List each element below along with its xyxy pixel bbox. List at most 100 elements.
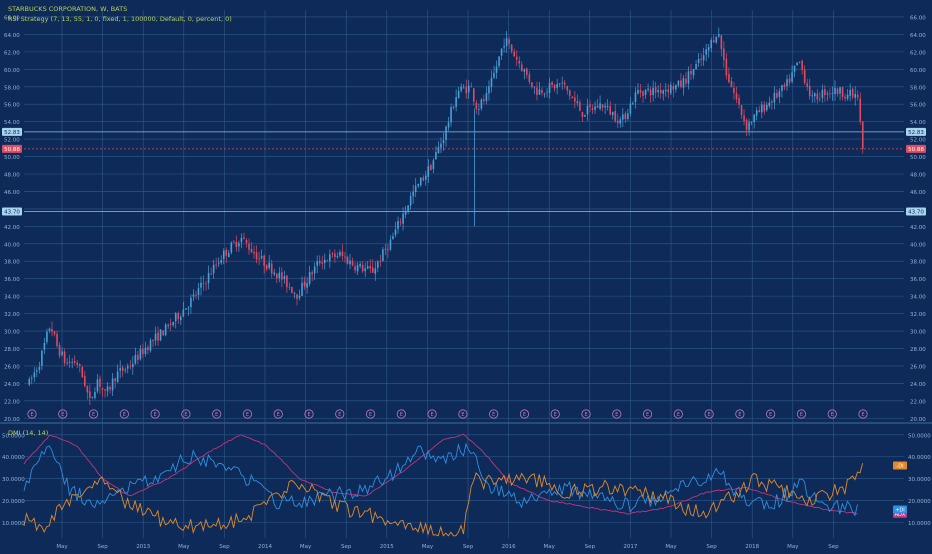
candle-body[interactable] xyxy=(470,86,473,88)
candle-body[interactable] xyxy=(518,60,521,64)
candle-body[interactable] xyxy=(677,80,680,86)
candle-body[interactable] xyxy=(255,252,258,260)
candle-body[interactable] xyxy=(192,294,195,297)
candle-body[interactable] xyxy=(202,282,205,284)
candle-body[interactable] xyxy=(662,90,665,94)
earnings-marker[interactable] xyxy=(858,409,868,419)
candle-body[interactable] xyxy=(73,360,76,363)
candle-body[interactable] xyxy=(435,152,437,160)
candle-body[interactable] xyxy=(712,40,715,43)
candle-body[interactable] xyxy=(404,210,407,215)
candle-body[interactable] xyxy=(788,78,791,83)
candle-body[interactable] xyxy=(291,287,293,293)
earnings-marker[interactable] xyxy=(273,409,283,419)
candle-body[interactable] xyxy=(101,387,104,390)
candle-body[interactable] xyxy=(76,362,79,365)
candle-body[interactable] xyxy=(710,40,713,49)
candle-body[interactable] xyxy=(283,276,286,279)
candle-body[interactable] xyxy=(584,114,586,117)
candle-body[interactable] xyxy=(571,96,574,99)
earnings-marker[interactable] xyxy=(212,409,222,419)
candle-body[interactable] xyxy=(606,105,609,108)
candle-body[interactable] xyxy=(652,87,654,95)
candle-body[interactable] xyxy=(561,82,564,84)
candle-body[interactable] xyxy=(654,87,657,93)
candles-layer[interactable] xyxy=(28,27,864,405)
candle-body[interactable] xyxy=(793,65,796,72)
candle-body[interactable] xyxy=(321,262,324,264)
candle-body[interactable] xyxy=(215,264,217,266)
candle-body[interactable] xyxy=(715,36,718,43)
candle-body[interactable] xyxy=(86,386,89,393)
candle-body[interactable] xyxy=(364,268,366,272)
candle-body[interactable] xyxy=(167,325,169,326)
candle-body[interactable] xyxy=(311,272,313,275)
candle-body[interactable] xyxy=(859,98,862,122)
candle-body[interactable] xyxy=(515,56,518,60)
candle-body[interactable] xyxy=(670,84,672,94)
candle-body[interactable] xyxy=(273,272,276,275)
candle-body[interactable] xyxy=(159,329,162,341)
candle-body[interactable] xyxy=(425,175,427,180)
candle-body[interactable] xyxy=(238,243,240,247)
candle-body[interactable] xyxy=(707,47,710,51)
candle-body[interactable] xyxy=(758,110,761,113)
candle-body[interactable] xyxy=(687,71,690,84)
candle-body[interactable] xyxy=(659,89,662,94)
candle-body[interactable] xyxy=(781,85,783,91)
candle-body[interactable] xyxy=(349,260,351,265)
candle-body[interactable] xyxy=(427,166,430,177)
candle-body[interactable] xyxy=(803,69,806,83)
candle-body[interactable] xyxy=(111,378,114,391)
candle-body[interactable] xyxy=(245,240,248,243)
candle-body[interactable] xyxy=(546,91,548,93)
candle-body[interactable] xyxy=(786,79,788,87)
candle-body[interactable] xyxy=(205,283,207,285)
candle-body[interactable] xyxy=(735,93,738,100)
candle-body[interactable] xyxy=(104,389,106,391)
candle-body[interactable] xyxy=(132,363,134,368)
candle-body[interactable] xyxy=(38,367,41,370)
candle-body[interactable] xyxy=(53,331,56,335)
candle-body[interactable] xyxy=(58,345,61,356)
dmi-layer[interactable] xyxy=(23,433,864,537)
candle-body[interactable] xyxy=(536,87,538,96)
candle-body[interactable] xyxy=(172,322,175,326)
candle-body[interactable] xyxy=(341,251,344,257)
candle-body[interactable] xyxy=(773,92,776,103)
candle-body[interactable] xyxy=(589,104,591,108)
candle-body[interactable] xyxy=(473,88,475,102)
candle-body[interactable] xyxy=(296,294,298,299)
candle-body[interactable] xyxy=(250,248,253,253)
candle-body[interactable] xyxy=(798,61,801,63)
earnings-marker[interactable] xyxy=(642,409,653,419)
candle-body[interactable] xyxy=(260,256,263,259)
candle-body[interactable] xyxy=(647,88,649,91)
candle-body[interactable] xyxy=(293,293,296,294)
candle-body[interactable] xyxy=(723,48,725,60)
candle-body[interactable] xyxy=(702,55,705,61)
candle-body[interactable] xyxy=(331,253,334,255)
candle-body[interactable] xyxy=(195,294,197,296)
candle-body[interactable] xyxy=(629,103,632,114)
candle-body[interactable] xyxy=(323,259,326,263)
candle-body[interactable] xyxy=(116,371,119,383)
candle-body[interactable] xyxy=(399,221,402,223)
candle-body[interactable] xyxy=(354,266,356,271)
earnings-marker[interactable] xyxy=(612,409,622,419)
candle-body[interactable] xyxy=(831,93,834,95)
candle-body[interactable] xyxy=(579,102,581,111)
earnings-marker[interactable] xyxy=(827,409,837,419)
candle-body[interactable] xyxy=(139,348,142,360)
candle-body[interactable] xyxy=(157,332,159,341)
candle-body[interactable] xyxy=(765,104,768,111)
candle-body[interactable] xyxy=(541,90,543,94)
candle-body[interactable] xyxy=(222,250,225,259)
candle-body[interactable] xyxy=(389,239,392,250)
candle-body[interactable] xyxy=(402,213,404,224)
candle-body[interactable] xyxy=(457,90,460,99)
candle-body[interactable] xyxy=(154,333,157,341)
candle-body[interactable] xyxy=(475,102,478,109)
candle-body[interactable] xyxy=(740,105,743,116)
earnings-marker[interactable] xyxy=(550,409,560,419)
